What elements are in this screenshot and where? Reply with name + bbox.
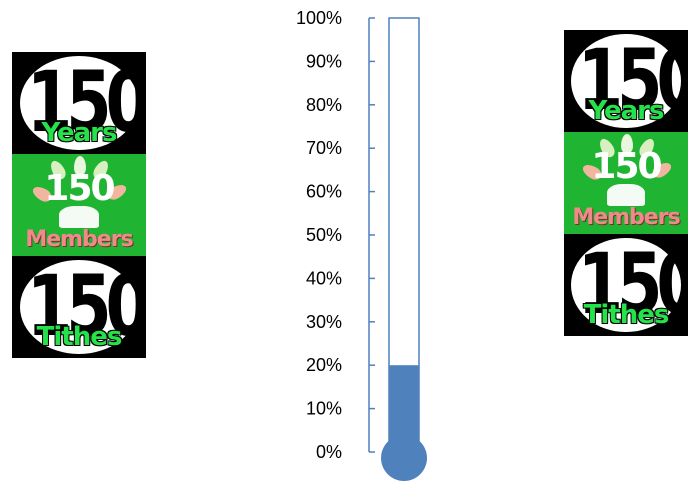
y-tick-label: 80% [306,95,342,115]
y-tick-label: 0% [316,442,342,462]
thermometer-bulb [381,435,427,481]
years-label: Years [588,96,665,126]
members-tile: 150 Members [564,132,688,234]
years-oval [571,34,681,128]
y-tick-label: 40% [306,268,342,288]
members-label: Members [25,227,133,252]
years-number: 150 [577,31,688,129]
tithes-number: 150 [26,257,146,355]
years-tile: 150 Years [12,52,146,154]
y-tick-label: 70% [306,138,342,158]
hands-icon [58,206,100,228]
hands-icon [607,184,645,206]
years-label: Years [41,118,118,148]
tithes-label: Tithes [583,300,670,330]
years-number: 150 [26,53,146,151]
y-tick-label: 60% [306,182,342,202]
tithes-oval [571,238,681,332]
badge-image-left: 150 Years 150 Members 150 Tithes [12,52,146,358]
tithes-oval [20,260,138,354]
y-tick-label: 10% [306,399,342,419]
members-number: 150 [44,168,115,209]
y-tick-label: 30% [306,312,342,332]
tithes-tile: 150 Tithes [12,256,146,358]
years-oval [20,56,138,150]
tithes-tile: 150 Tithes [564,234,688,336]
members-number: 150 [591,146,662,187]
members-tile: 150 Members [12,154,146,256]
tithes-number: 150 [577,235,688,333]
members-label: Members [572,205,680,230]
y-tick-label: 100% [296,8,342,28]
years-tile: 150 Years [564,30,688,132]
tithes-label: Tithes [36,322,123,352]
y-tick-label: 50% [306,225,342,245]
y-tick-label: 20% [306,355,342,375]
leaf-icon [73,156,86,176]
leaf-icon [621,134,634,154]
y-tick-label: 90% [306,51,342,71]
badge-image-right: 150 Years 150 Members 150 Tithes [564,30,688,336]
